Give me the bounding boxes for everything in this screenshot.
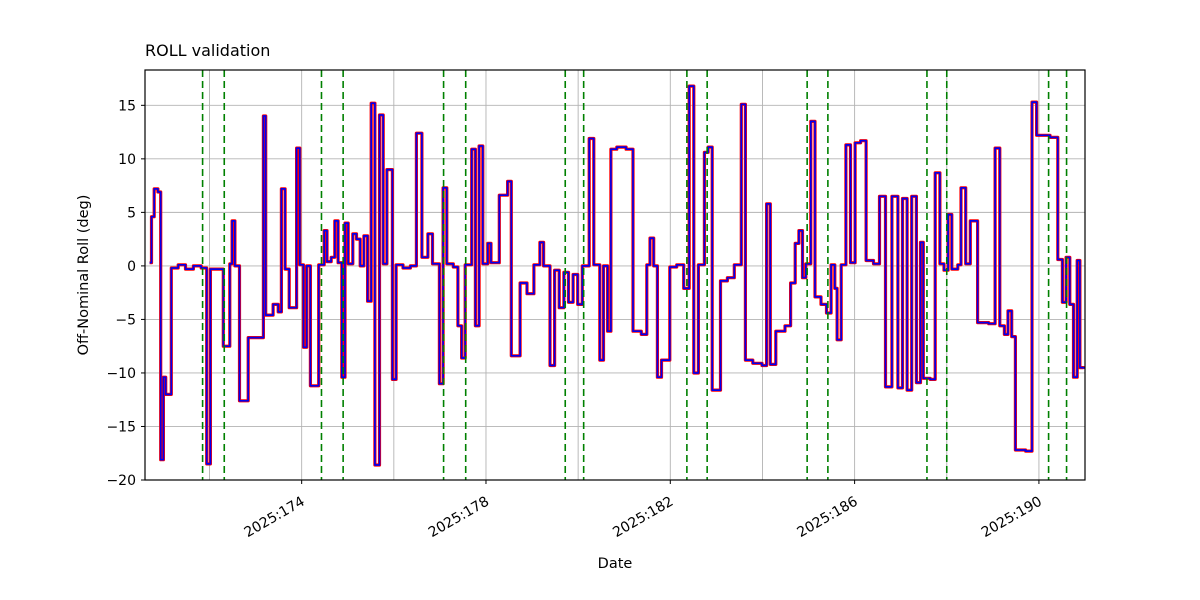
tick-label: −20 — [106, 473, 136, 489]
tick-label: 2025:182 — [610, 494, 676, 541]
tick-label: 2025:190 — [979, 494, 1045, 541]
tick-label: 2025:174 — [242, 494, 308, 541]
tick-label: −5 — [115, 312, 136, 328]
chart-title: ROLL validation — [145, 41, 271, 60]
tick-label: −15 — [106, 419, 136, 435]
tick-label: 2025:186 — [795, 494, 861, 541]
tick-label: 15 — [118, 98, 136, 114]
tick-label: 10 — [118, 152, 136, 168]
tick-label: −10 — [106, 366, 136, 382]
x-axis-label: Date — [597, 556, 633, 572]
tick-label: 0 — [127, 259, 136, 275]
tick-label: 5 — [127, 205, 136, 221]
tick-label: 2025:178 — [426, 494, 492, 541]
y-axis-label: Off-Nominal Roll (deg) — [76, 194, 92, 356]
